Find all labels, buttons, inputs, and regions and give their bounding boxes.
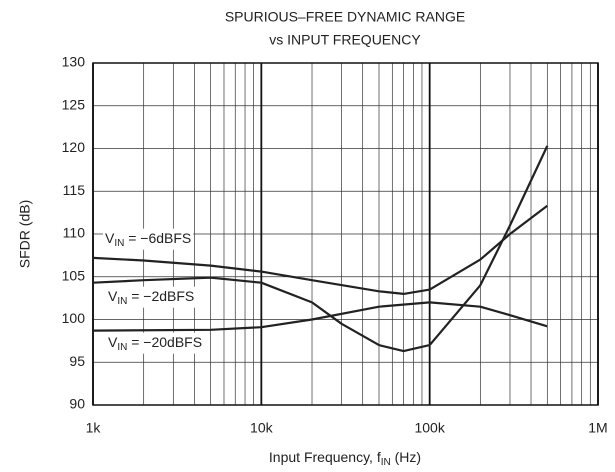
y-tick-label: 90 [69, 396, 85, 412]
x-axis-label-text: Input Frequency, f [269, 449, 381, 465]
x-tick-label: 10k [250, 420, 274, 436]
y-axis-label: SFDR (dB) [17, 200, 33, 268]
series-label-bg [106, 332, 205, 354]
series-label: VIN = −20dBFS [108, 334, 202, 353]
series-label-sub: IN [117, 296, 127, 307]
y-tick-label: 95 [69, 353, 85, 369]
y-tick-label: 125 [62, 96, 86, 112]
series-label-bg [106, 286, 197, 308]
series-label-tail: = −2dBFS [127, 288, 194, 304]
chart-title: SPURIOUS–FREE DYNAMIC RANGE [225, 9, 465, 25]
y-tick-label: 130 [62, 54, 86, 70]
series-label-tail: = −6dBFS [124, 230, 191, 246]
x-tick-label: 1M [588, 420, 607, 436]
x-tick-label: 100k [414, 420, 445, 436]
series-label-sub: IN [114, 238, 124, 249]
series-line [92, 145, 549, 353]
x-axis-label-sub: IN [381, 457, 391, 468]
series-label-text: V [105, 230, 115, 246]
y-tick-label: 110 [63, 225, 86, 241]
series-label-text: V [108, 334, 118, 350]
series-line [92, 204, 548, 295]
series-label: VIN = −6dBFS [105, 230, 191, 249]
plot-frame [92, 62, 599, 406]
y-tick-label: 120 [62, 139, 86, 155]
x-tick-label: 1k [86, 420, 102, 436]
y-tick-label: 105 [62, 267, 86, 283]
y-tick-label: 100 [62, 310, 86, 326]
x-axis-label: Input Frequency, fIN (Hz) [269, 449, 421, 468]
series-line [92, 301, 548, 332]
series-label: VIN = −2dBFS [108, 288, 194, 307]
series-label-bg [103, 228, 194, 250]
x-axis-label-tail: (Hz) [391, 449, 421, 465]
y-tick-label: 115 [63, 182, 86, 198]
series-label-sub: IN [117, 342, 127, 353]
series-label-tail: = −20dBFS [127, 334, 202, 350]
series-label-text: V [108, 288, 118, 304]
chart-subtitle: vs INPUT FREQUENCY [269, 32, 421, 48]
